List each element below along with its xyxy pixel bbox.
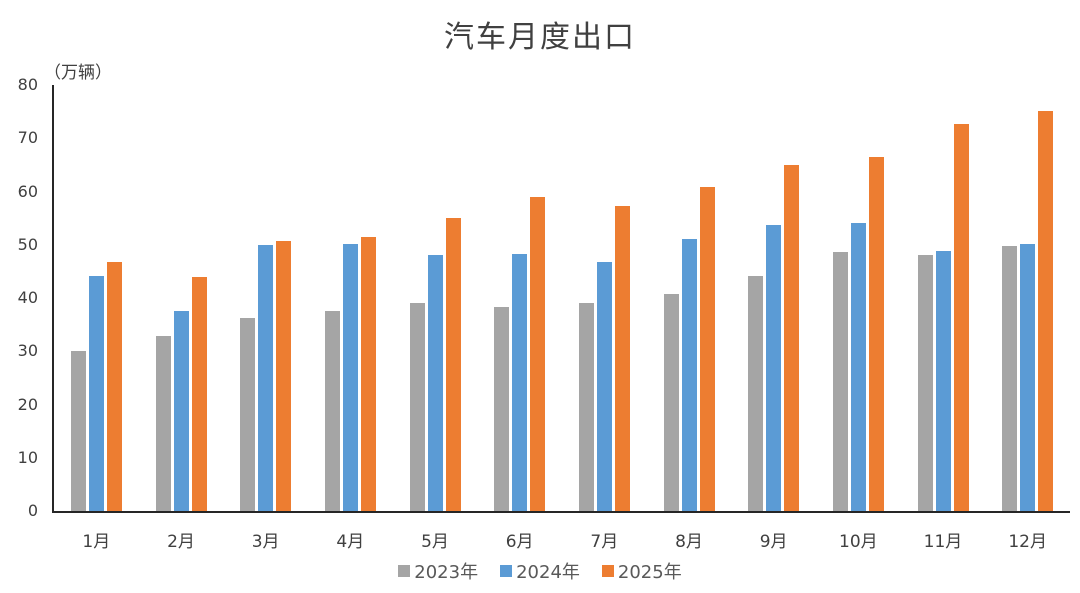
x-tick-label: 10月: [839, 532, 878, 552]
y-tick-label: 60: [17, 181, 38, 201]
legend-label: 2024年: [516, 562, 580, 583]
y-axis-unit-label: （万辆）: [44, 63, 112, 83]
legend-swatch-icon: [500, 565, 513, 577]
y-tick-label: 50: [17, 234, 38, 254]
x-tick-label: 9月: [759, 532, 788, 552]
bar-2024年-2月: [173, 310, 189, 511]
x-tick-label: 4月: [336, 532, 365, 552]
legend-item: 2024年: [500, 558, 580, 584]
x-tick-label: 5月: [421, 532, 449, 552]
bar-2025年-11月: [953, 123, 969, 511]
bar-2023年-5月: [409, 303, 425, 511]
x-axis-line: [52, 511, 1070, 513]
legend: 2023年 2024年 2025年: [0, 558, 1080, 584]
legend-label: 2025年: [617, 562, 682, 583]
bar-2025年-1月: [106, 261, 122, 511]
bar-2023年-12月: [1002, 246, 1018, 511]
bar-2024年-4月: [342, 243, 358, 511]
legend-label: 2023年: [414, 562, 479, 583]
x-tick-label: 12月: [1008, 532, 1047, 552]
y-tick-label: 70: [17, 128, 38, 148]
x-tick-label: 8月: [675, 532, 703, 552]
bar-2024年-6月: [512, 254, 528, 511]
bar-2023年-10月: [832, 252, 848, 511]
bar-2023年-8月: [663, 294, 679, 511]
bar-2023年-2月: [155, 336, 171, 511]
legend-swatch-icon: [398, 565, 411, 577]
bar-2024年-3月: [258, 244, 274, 511]
y-tick-label: 0: [27, 501, 38, 520]
bar-2025年-6月: [530, 196, 546, 511]
y-tick-label: 80: [17, 75, 38, 94]
legend-swatch-icon: [601, 565, 614, 577]
bar-2025年-2月: [191, 276, 207, 511]
y-tick-label: 20: [17, 394, 38, 414]
bar-2025年-7月: [614, 205, 630, 511]
bar-2025年-8月: [699, 186, 715, 511]
bar-2024年-7月: [596, 261, 612, 511]
bar-2024年-11月: [935, 251, 951, 511]
x-tick-label: 3月: [251, 532, 280, 552]
bar-2025年-3月: [276, 241, 292, 511]
legend-item: 2025年: [601, 558, 682, 584]
bar-2025年-9月: [784, 164, 800, 511]
bar-2024年-5月: [427, 255, 443, 511]
x-tick-label: 2月: [167, 532, 195, 552]
x-tick-label: 11月: [923, 532, 963, 552]
y-tick-label: 40: [17, 288, 38, 307]
bar-2025年-4月: [360, 236, 376, 511]
bar-2024年-10月: [850, 223, 866, 511]
x-tick-label: 6月: [505, 532, 534, 552]
x-tick-label: 1月: [82, 532, 111, 552]
bar-2025年-12月: [1038, 111, 1054, 511]
legend-item: 2023年: [398, 558, 478, 584]
bar-2025年-5月: [445, 218, 461, 511]
bar-2024年-9月: [766, 224, 782, 511]
bar-2025年-10月: [868, 157, 884, 511]
bar-2024年-1月: [88, 275, 104, 511]
y-tick-label: 10: [17, 447, 38, 467]
y-axis-line: [52, 85, 54, 513]
bar-2024年-12月: [1020, 243, 1036, 511]
bar-2023年-6月: [494, 307, 510, 511]
bar-2023年-3月: [240, 317, 256, 511]
bar-2023年-1月: [70, 350, 86, 511]
bar-2023年-7月: [578, 303, 594, 511]
bar-2023年-4月: [324, 310, 340, 511]
bar-2023年-11月: [917, 255, 933, 511]
x-tick-label: 7月: [590, 532, 619, 552]
bar-2023年-9月: [748, 275, 764, 511]
y-tick-label: 30: [17, 341, 38, 361]
chart-title: 汽车月度出口: [444, 20, 636, 55]
bar-2024年-8月: [681, 239, 697, 511]
